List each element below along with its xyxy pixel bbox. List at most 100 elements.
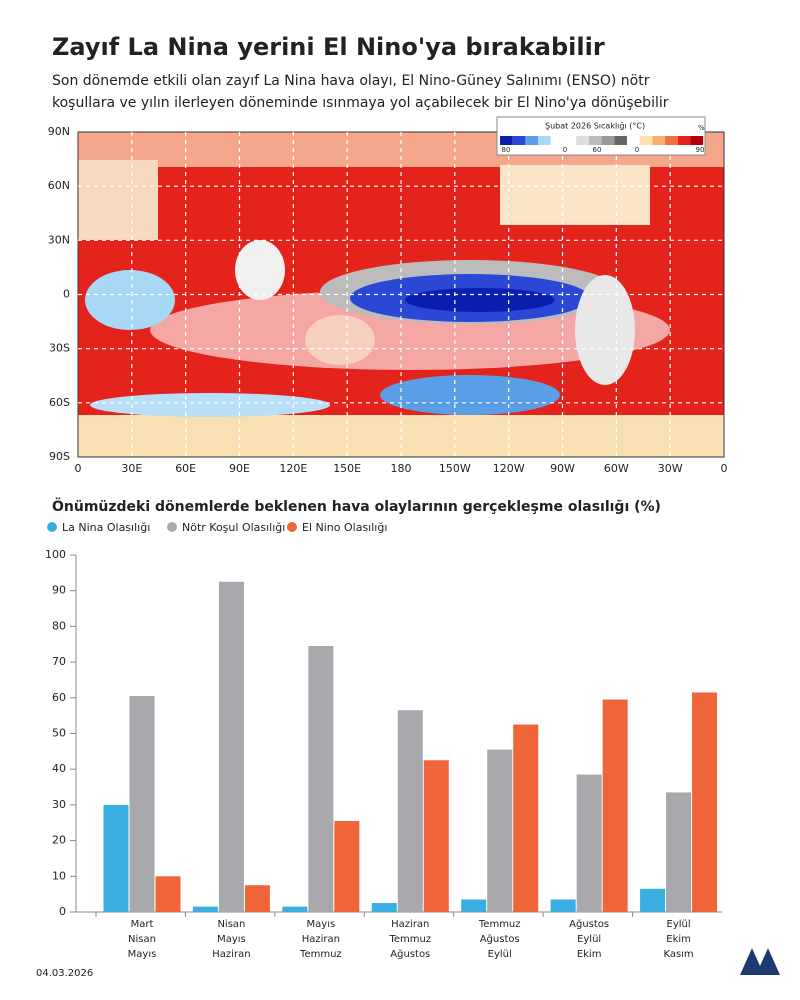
bar bbox=[487, 749, 513, 912]
legend-swatch bbox=[576, 136, 589, 145]
legend-swatch bbox=[563, 136, 577, 145]
legend-swatch bbox=[627, 136, 640, 145]
y-tick-label: 60 bbox=[52, 691, 66, 704]
lon-label: 90W bbox=[550, 462, 575, 475]
lon-label: 30E bbox=[121, 462, 142, 475]
lat-label: 30N bbox=[48, 233, 70, 246]
lon-label: 30W bbox=[658, 462, 683, 475]
cool bbox=[85, 270, 175, 330]
lon-label: 60W bbox=[604, 462, 629, 475]
x-tick-label: Eylül bbox=[577, 934, 601, 945]
bar bbox=[576, 774, 602, 912]
x-tick-label: Temmuz bbox=[299, 949, 342, 960]
lon-label: 120E bbox=[279, 462, 307, 475]
chart-title: Önümüzdeki dönemlerde beklenen hava olay… bbox=[52, 497, 661, 515]
x-tick-label: Ağustos bbox=[480, 933, 520, 945]
x-tick-label: Ekim bbox=[666, 934, 691, 945]
date: 04.03.2026 bbox=[36, 968, 93, 979]
x-tick-label: Mayıs bbox=[217, 934, 246, 945]
lat-label: 90N bbox=[48, 125, 70, 138]
y-tick-label: 80 bbox=[52, 619, 66, 632]
x-tick-label: Nisan bbox=[128, 934, 156, 945]
bar bbox=[423, 760, 449, 912]
bar bbox=[334, 820, 360, 912]
bar bbox=[129, 696, 155, 912]
logo bbox=[740, 948, 780, 975]
legend-swatch bbox=[500, 136, 513, 145]
legend-marker bbox=[287, 522, 297, 532]
bar bbox=[244, 885, 270, 912]
legend-label: 80 bbox=[502, 146, 511, 154]
y-tick-label: 30 bbox=[52, 798, 66, 811]
legend-swatch bbox=[690, 136, 704, 145]
lon-label: 0 bbox=[721, 462, 728, 475]
legend-label: El Nino Olasılığı bbox=[302, 521, 387, 534]
title: Zayıf La Nina yerini El Nino'ya bırakabi… bbox=[52, 33, 605, 61]
legend-label: 90 bbox=[696, 146, 705, 154]
legend-title: Şubat 2026 Sıcaklığı (°C) bbox=[545, 122, 645, 131]
bar bbox=[103, 804, 129, 912]
legend-swatch bbox=[677, 136, 691, 145]
bar bbox=[282, 906, 308, 912]
legend-label: 0 bbox=[563, 146, 567, 154]
legend-swatch bbox=[601, 136, 615, 145]
y-tick-label: 10 bbox=[52, 869, 66, 882]
legend-marker bbox=[167, 522, 177, 532]
legend-unit: % bbox=[698, 124, 705, 132]
legend-swatch bbox=[588, 136, 602, 145]
x-tick-label: Nisan bbox=[217, 919, 245, 930]
x-tick-label: Haziran bbox=[391, 919, 429, 930]
bar bbox=[461, 899, 487, 912]
lat-label: 90S bbox=[49, 450, 70, 463]
land bbox=[575, 275, 635, 385]
lon-label: 180 bbox=[391, 462, 412, 475]
x-tick-label: Eylül bbox=[488, 949, 512, 960]
y-tick-label: 70 bbox=[52, 655, 66, 668]
legend-label: Nötr Koşul Olasılığı bbox=[182, 521, 285, 534]
x-tick-label: Mayıs bbox=[128, 949, 157, 960]
y-tick-label: 0 bbox=[59, 905, 66, 918]
y-tick-label: 20 bbox=[52, 834, 66, 847]
bar bbox=[192, 906, 218, 912]
legend-label: La Nina Olasılığı bbox=[62, 521, 150, 534]
land bbox=[500, 165, 650, 225]
legend-swatch bbox=[652, 136, 666, 145]
legend-swatch bbox=[639, 136, 653, 145]
lon-label: 60E bbox=[175, 462, 196, 475]
bar bbox=[602, 699, 628, 912]
land bbox=[235, 240, 285, 300]
bar bbox=[666, 792, 692, 912]
bar bbox=[397, 710, 423, 912]
lon-label: 150E bbox=[333, 462, 361, 475]
lat-label: 0 bbox=[63, 288, 70, 301]
lon-label: 120W bbox=[493, 462, 525, 475]
bar bbox=[640, 888, 666, 912]
y-tick-label: 90 bbox=[52, 584, 66, 597]
legend-swatch bbox=[525, 136, 539, 145]
lon-label: 150W bbox=[439, 462, 471, 475]
lat-label: 30S bbox=[49, 342, 70, 355]
cold-core bbox=[405, 288, 555, 312]
land bbox=[305, 315, 375, 365]
x-tick-label: Haziran bbox=[302, 934, 340, 945]
lat-label: 60N bbox=[48, 179, 70, 192]
subtitle: Son dönemde etkili olan zayıf La Nina ha… bbox=[52, 73, 650, 89]
x-tick-label: Kasım bbox=[663, 949, 693, 960]
x-tick-label: Mart bbox=[131, 919, 154, 930]
bar bbox=[371, 903, 397, 912]
legend-label: 0 bbox=[635, 146, 639, 154]
land bbox=[78, 160, 158, 240]
legend-swatch bbox=[665, 136, 678, 145]
bar bbox=[550, 899, 576, 912]
bar bbox=[308, 646, 334, 912]
bar bbox=[218, 581, 244, 912]
legend-swatch bbox=[512, 136, 526, 145]
bar bbox=[692, 692, 718, 912]
legend-swatch bbox=[550, 136, 564, 145]
cool bbox=[380, 375, 560, 415]
legend-swatch bbox=[614, 136, 627, 145]
bar bbox=[513, 724, 539, 912]
cool bbox=[90, 393, 330, 417]
bar bbox=[155, 876, 181, 912]
